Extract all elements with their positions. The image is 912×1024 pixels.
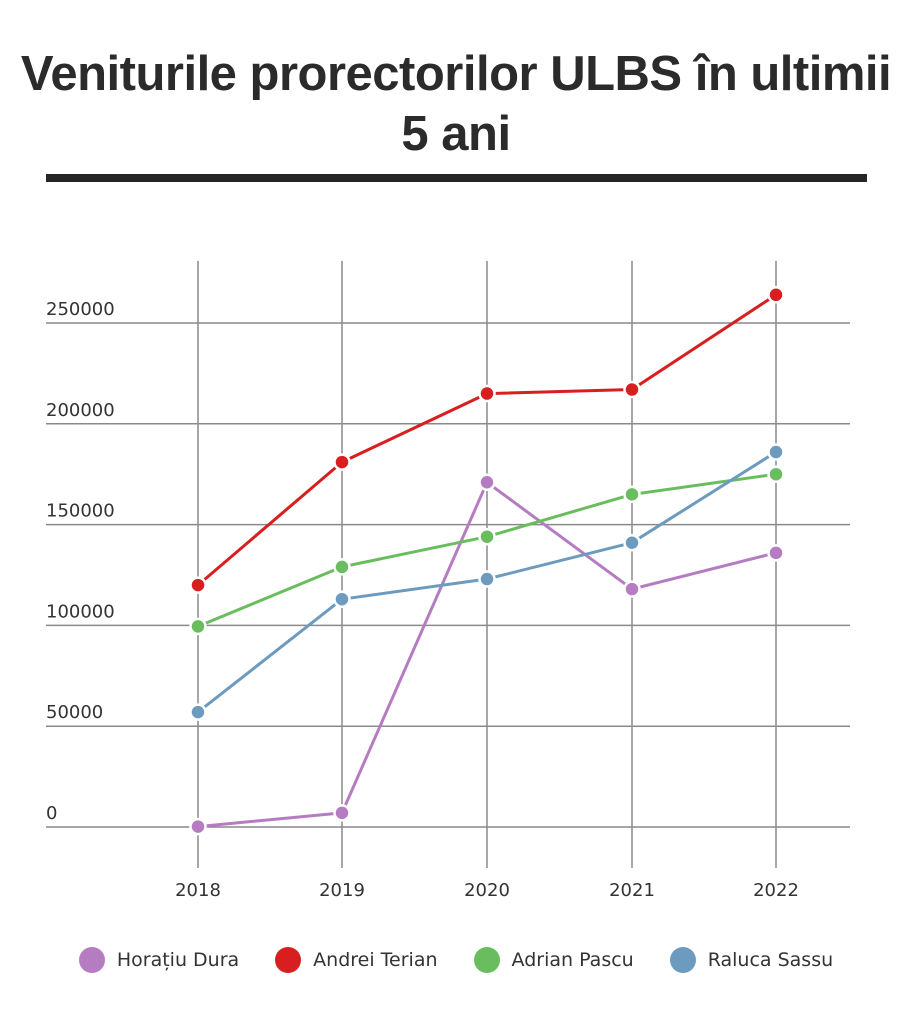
legend-swatch — [669, 947, 696, 973]
x-tick-label: 2021 — [609, 880, 655, 901]
y-tick-label: 150000 — [46, 501, 115, 522]
data-point[interactable] — [623, 580, 641, 598]
legend-label: Horațiu Dura — [116, 949, 240, 971]
legend-item[interactable]: Andrei Terian — [275, 947, 438, 973]
x-tick-label: 2019 — [319, 880, 365, 901]
y-axis-ticks: 0 50000 100000 150000 200000 250000 — [46, 299, 115, 824]
y-tick-label: 50000 — [46, 702, 103, 723]
legend-label: Raluca Sassu — [707, 949, 834, 971]
chart-title-line-2: 5 ani — [401, 107, 511, 161]
grid-lines — [46, 261, 850, 868]
legend: Horațiu Dura Andrei Terian Adrian Pascu Ral… — [0, 940, 912, 980]
legend-item[interactable]: Horațiu Dura — [78, 947, 240, 973]
legend-swatch — [78, 947, 105, 973]
series-0 — [189, 473, 785, 836]
legend-item[interactable]: Raluca Sassu — [669, 947, 834, 973]
title-underline — [46, 174, 867, 182]
data-point[interactable] — [767, 465, 785, 483]
data-point[interactable] — [767, 286, 785, 304]
data-point[interactable] — [478, 384, 496, 403]
series-lines — [189, 286, 785, 836]
data-point[interactable] — [189, 817, 207, 836]
y-tick-label: 250000 — [46, 299, 115, 320]
x-axis-ticks: 2018 2019 2020 2021 2022 — [175, 880, 799, 901]
data-point[interactable] — [189, 576, 207, 594]
legend-swatch — [473, 947, 500, 973]
data-point[interactable] — [333, 590, 351, 608]
data-point[interactable] — [478, 527, 496, 546]
x-tick-label: 2020 — [464, 880, 510, 901]
chart-title-line-1: Veniturile prorectorilor ULBS în ultimii — [20, 47, 892, 101]
x-tick-label: 2022 — [753, 880, 799, 901]
data-point[interactable] — [478, 570, 496, 588]
series-2 — [189, 465, 785, 636]
legend-swatch — [275, 947, 302, 973]
data-point[interactable] — [189, 617, 207, 636]
series-3 — [189, 443, 785, 721]
legend-label: Andrei Terian — [313, 949, 438, 971]
y-tick-label: 0 — [46, 803, 57, 824]
data-point[interactable] — [623, 533, 641, 552]
y-tick-label: 200000 — [46, 400, 115, 421]
y-tick-label: 100000 — [46, 601, 115, 622]
data-point[interactable] — [767, 544, 785, 562]
data-point[interactable] — [333, 453, 351, 471]
data-point[interactable] — [333, 804, 351, 822]
series-1 — [189, 286, 785, 594]
data-point[interactable] — [333, 558, 351, 576]
x-tick-label: 2018 — [175, 880, 221, 901]
data-point[interactable] — [623, 485, 641, 504]
chart-title: Veniturile prorectorilor ULBS în ultimii… — [0, 44, 912, 164]
data-point[interactable] — [767, 443, 785, 461]
legend-item[interactable]: Adrian Pascu — [473, 947, 634, 973]
data-point[interactable] — [478, 473, 496, 492]
data-point[interactable] — [623, 380, 641, 399]
legend-label: Adrian Pascu — [511, 949, 634, 971]
data-point[interactable] — [189, 703, 207, 721]
